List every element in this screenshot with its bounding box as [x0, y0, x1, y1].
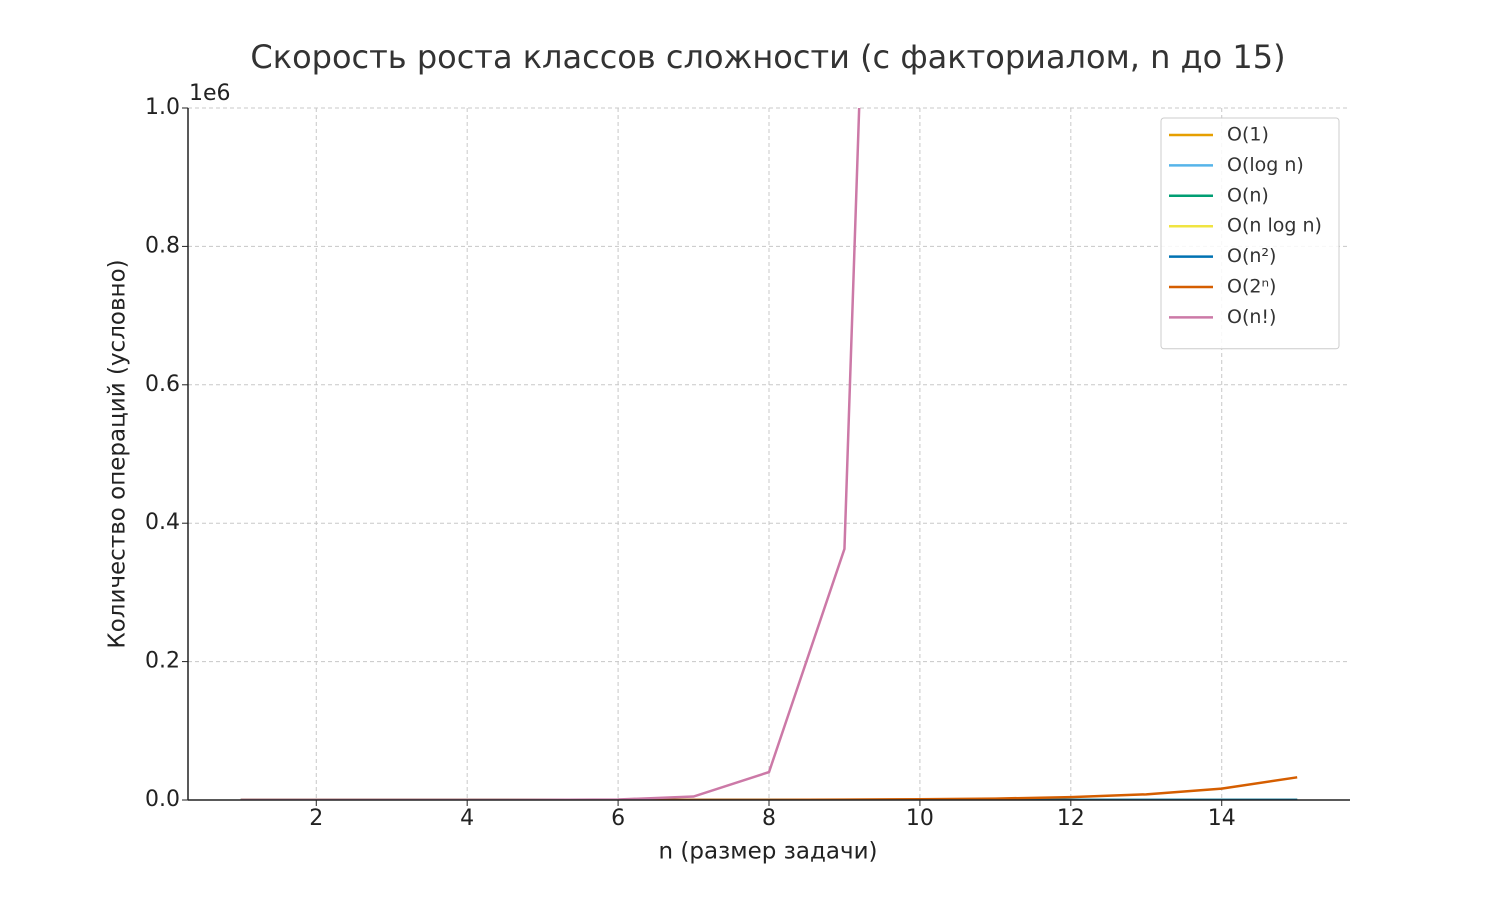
y-axis-label: Количество операций (условно) [105, 259, 131, 648]
y-offset-label: 1e6 [189, 81, 231, 106]
y-tick-label: 1.0 [145, 95, 180, 120]
legend-label: O(2ⁿ) [1227, 276, 1276, 298]
legend-label: O(n!) [1227, 306, 1276, 328]
x-tick-label: 8 [762, 806, 776, 831]
x-tick-label: 4 [460, 806, 474, 831]
y-tick-label: 0.8 [145, 233, 180, 258]
legend-label: O(n) [1227, 184, 1269, 206]
x-tick-label: 10 [906, 806, 934, 831]
legend-label: O(1) [1227, 124, 1269, 146]
y-tick-label: 0.2 [145, 649, 180, 674]
legend-label: O(n²) [1227, 245, 1276, 267]
y-tick-label: 0.0 [145, 787, 180, 812]
x-tick-label: 14 [1208, 806, 1236, 831]
legend-label: O(log n) [1227, 154, 1304, 176]
legend-label: O(n log n) [1227, 215, 1322, 237]
y-tick-label: 0.6 [145, 372, 180, 397]
legend-box [1160, 117, 1340, 350]
y-tick-label: 0.4 [145, 510, 180, 535]
x-tick-label: 2 [309, 806, 323, 831]
chart-title: Скорость роста классов сложности (с факт… [250, 38, 1285, 76]
x-axis-label: n (размер задачи) [658, 839, 877, 865]
x-tick-label: 6 [611, 806, 625, 831]
x-tick-label: 12 [1057, 806, 1085, 831]
